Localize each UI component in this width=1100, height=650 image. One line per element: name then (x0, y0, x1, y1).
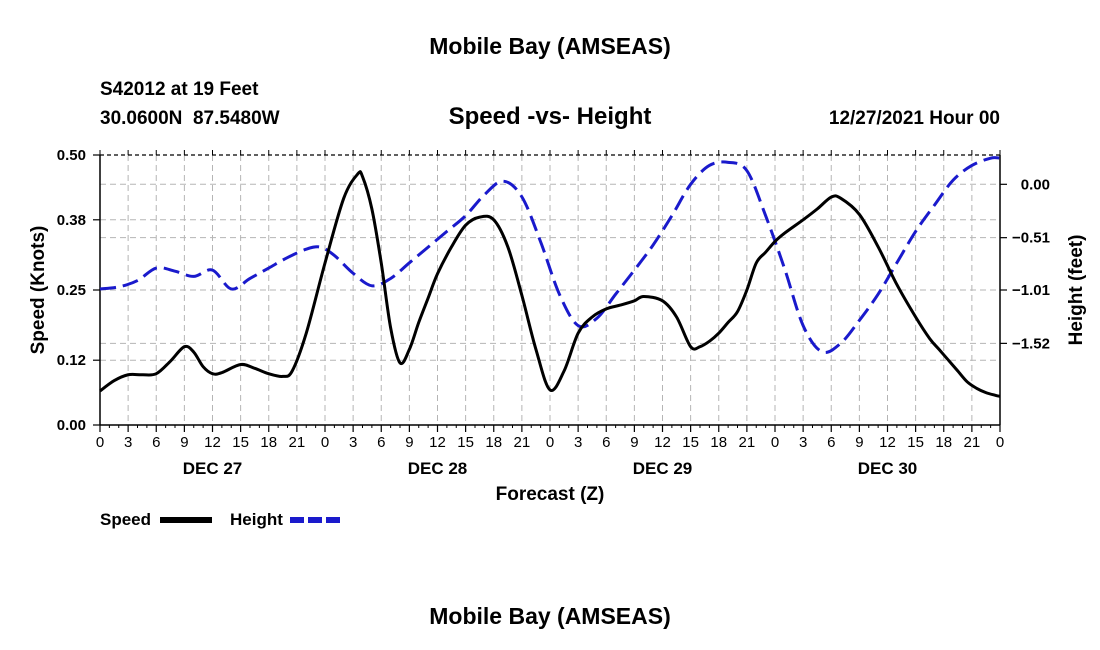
x-tick-label: 15 (232, 434, 249, 451)
axes: 0 3 6 9 12 15 18 21 0 3 6 9 12 15 18 21 0 3 6 9 12 15 18 21 0 3 6 9… (57, 147, 1050, 478)
x-tick-label: 0 (771, 434, 779, 451)
x-day-label: DEC 28 (408, 459, 468, 478)
x-tick-label: 18 (710, 434, 727, 451)
legend-height-label: Height (230, 510, 283, 529)
x-tick-label: 0 (96, 434, 104, 451)
forecast-datetime: 12/27/2021 Hour 00 (829, 108, 1000, 129)
y-left-tick-label: 0.00 (57, 417, 86, 434)
x-tick-label: 18 (935, 434, 952, 451)
chart-title: Speed -vs- Height (449, 103, 652, 130)
series-line-speed (99, 170, 1001, 398)
x-day-label: DEC 30 (858, 459, 918, 478)
y-left-tick-label: 0.50 (57, 147, 86, 164)
x-tick-label: 0 (996, 434, 1004, 451)
y-axis-label-left: Speed (Knots) (28, 226, 49, 355)
x-tick-label: 18 (485, 434, 502, 451)
page-title-top: Mobile Bay (AMSEAS) (429, 33, 671, 59)
x-tick-label: 21 (739, 434, 756, 451)
series-group (99, 156, 1001, 398)
grid (100, 155, 1000, 425)
x-tick-label: 12 (879, 434, 896, 451)
y-left-tick-label: 0.12 (57, 352, 86, 369)
x-tick-label: 9 (630, 434, 638, 451)
x-tick-label: 0 (546, 434, 554, 451)
x-tick-label: 3 (799, 434, 807, 451)
series-line-height (99, 156, 1001, 354)
x-tick-label: 21 (964, 434, 981, 451)
y-right-tick-label: −1.52 (1012, 335, 1050, 352)
x-tick-label: 6 (152, 434, 160, 451)
x-tick-label: 21 (289, 434, 306, 451)
x-tick-label: 3 (574, 434, 582, 451)
x-tick-label: 18 (260, 434, 277, 451)
y-right-tick-label: 0.00 (1021, 176, 1050, 193)
x-tick-label: 9 (180, 434, 188, 451)
legend-speed-label: Speed (100, 510, 151, 529)
x-tick-label: 15 (682, 434, 699, 451)
x-tick-label: 12 (654, 434, 671, 451)
x-tick-label: 15 (457, 434, 474, 451)
y-right-tick-label: −0.51 (1012, 230, 1050, 247)
y-axis-label-right: Height (feet) (1066, 235, 1087, 346)
y-right-tick-label: −1.01 (1012, 282, 1050, 299)
x-tick-label: 3 (124, 434, 132, 451)
x-day-label: DEC 27 (183, 459, 243, 478)
x-tick-label: 6 (827, 434, 835, 451)
x-axis-label: Forecast (Z) (496, 484, 605, 505)
x-tick-label: 6 (602, 434, 610, 451)
x-tick-label: 12 (204, 434, 221, 451)
station-line-2: 30.0600N 87.5480W (100, 108, 280, 129)
x-tick-label: 21 (514, 434, 531, 451)
page-title-bottom: Mobile Bay (AMSEAS) (429, 603, 671, 629)
x-tick-label: 0 (321, 434, 329, 451)
x-tick-label: 15 (907, 434, 924, 451)
x-tick-label: 9 (855, 434, 863, 451)
legend: Speed Height (100, 510, 342, 529)
x-tick-label: 6 (377, 434, 385, 451)
x-tick-label: 12 (429, 434, 446, 451)
y-left-tick-label: 0.38 (57, 212, 86, 229)
station-line-1: S42012 at 19 Feet (100, 79, 259, 100)
x-day-label: DEC 29 (633, 459, 693, 478)
y-left-tick-label: 0.25 (57, 282, 86, 299)
x-tick-label: 9 (405, 434, 413, 451)
x-tick-label: 3 (349, 434, 357, 451)
